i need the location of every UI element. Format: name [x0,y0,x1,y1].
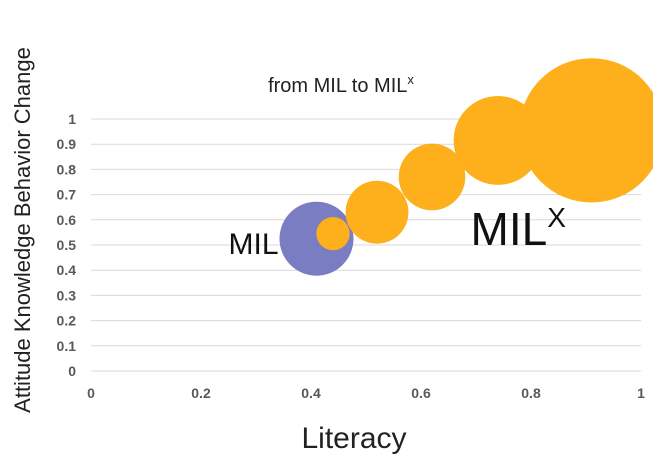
annotations: MIL MILX [229,202,567,261]
x-tick-label: 0.8 [521,385,541,401]
y-tick-label: 0.1 [57,338,77,354]
x-tick-label: 0.4 [301,385,321,401]
y-tick-label: 0.2 [57,313,77,329]
annotation-label: MIL [229,228,279,261]
y-tick-label: 1 [68,111,76,127]
bubble [398,143,466,211]
x-axis-title: Literacy [301,422,406,455]
y-tick-label: 0.4 [57,262,77,278]
bubble [345,180,409,244]
x-tick-label: 0.2 [191,385,211,401]
y-axis-ticks: 0 0.1 0.2 0.3 0.4 0.5 0.6 0.7 0.8 0.9 1 [57,111,77,379]
bubble [453,96,543,185]
chart-title-text: from MIL to MIL [268,75,407,97]
y-tick-label: 0 [68,363,76,379]
bubble [316,217,350,251]
y-tick-label: 0.6 [57,212,77,228]
x-tick-label: 0.6 [411,385,431,401]
y-tick-label: 0.8 [57,161,77,177]
x-tick-label: 0 [87,385,95,401]
y-axis-title: Attitude Knowledge Behavior Change [10,47,35,413]
chart-title: from MIL to MILx [268,72,414,97]
bubbles [279,58,653,276]
chart-title-superscript: x [407,72,414,87]
annotation-label: MILX [471,202,567,255]
y-tick-label: 0.5 [57,237,77,253]
x-axis-ticks: 0 0.2 0.4 0.6 0.8 1 [87,385,645,401]
bubble [519,58,653,203]
y-tick-label: 0.3 [57,287,77,303]
x-tick-label: 1 [637,385,645,401]
y-tick-label: 0.9 [57,136,77,152]
y-tick-label: 0.7 [57,187,77,203]
